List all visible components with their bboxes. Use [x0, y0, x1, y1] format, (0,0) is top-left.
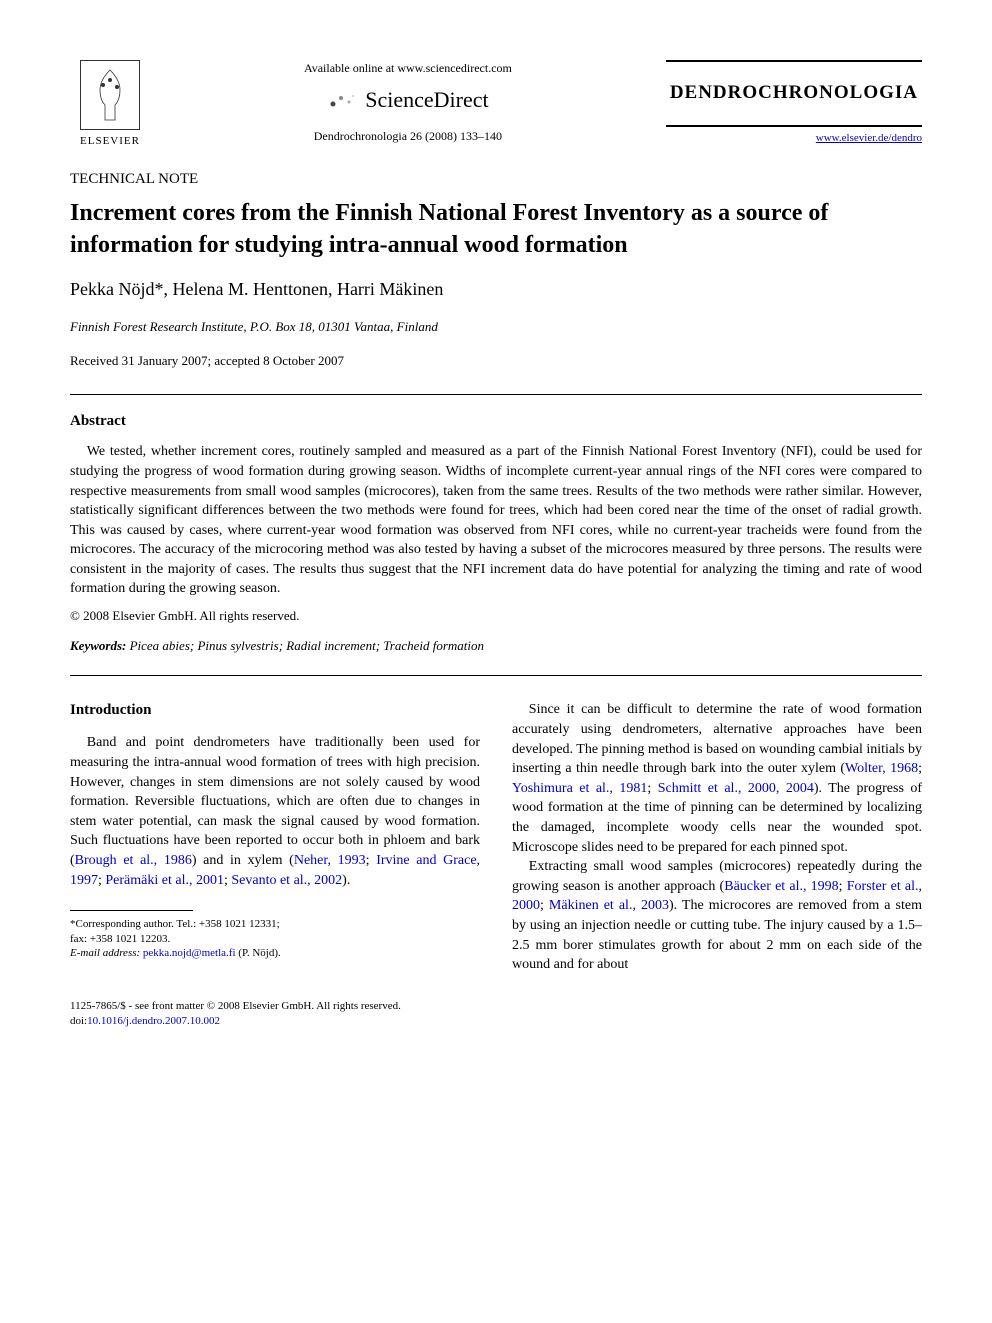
journal-name: DENDROCHRONOLOGIA — [670, 80, 918, 107]
elsevier-tree-icon — [80, 60, 140, 130]
article-title: Increment cores from the Finnish Nationa… — [70, 198, 922, 260]
text-fragment: ; — [540, 898, 549, 913]
citation-link[interactable]: Bäucker et al., 1998 — [724, 879, 838, 894]
text-fragment: ). — [342, 873, 350, 888]
abstract-copyright: © 2008 Elsevier GmbH. All rights reserve… — [70, 607, 922, 625]
footnote-divider — [70, 910, 193, 911]
page-footer: 1125-7865/$ - see front matter © 2008 El… — [70, 999, 922, 1030]
email-link[interactable]: pekka.nojd@metla.fi — [143, 947, 236, 959]
citation-link[interactable]: Sevanto et al., 2002 — [231, 873, 342, 888]
authors: Pekka Nöjd*, Helena M. Henttonen, Harri … — [70, 277, 922, 302]
introduction-heading: Introduction — [70, 700, 480, 721]
sciencedirect-logo: ScienceDirect — [170, 85, 646, 116]
citation-link[interactable]: Schmitt et al., 2000, 2004 — [658, 781, 814, 796]
article-dates: Received 31 January 2007; accepted 8 Oct… — [70, 352, 922, 370]
issn-copyright: 1125-7865/$ - see front matter © 2008 El… — [70, 999, 922, 1014]
text-fragment: ; — [366, 853, 377, 868]
keywords-text: Picea abies; Pinus sylvestris; Radial in… — [126, 638, 484, 653]
email-label: E-mail address: — [70, 947, 143, 959]
text-fragment: ; — [647, 781, 657, 796]
article-type: TECHNICAL NOTE — [70, 169, 922, 190]
publisher-logo: ELSEVIER — [70, 60, 150, 149]
journal-reference: Dendrochronologia 26 (2008) 133–140 — [170, 128, 646, 145]
right-column: Since it can be difficult to determine t… — [512, 700, 922, 974]
abstract-text: We tested, whether increment cores, rout… — [70, 442, 922, 599]
abstract-heading: Abstract — [70, 411, 922, 432]
divider-top — [70, 394, 922, 395]
journal-box-wrapper: DENDROCHRONOLOGIA www.elsevier.de/dendro — [666, 60, 922, 146]
publisher-name: ELSEVIER — [80, 134, 140, 149]
keywords: Keywords: Picea abies; Pinus sylvestris;… — [70, 637, 922, 655]
corresponding-author-footnote: *Corresponding author. Tel.: +358 1021 1… — [70, 917, 480, 960]
text-fragment: ; — [839, 879, 847, 894]
keywords-label: Keywords: — [70, 638, 126, 653]
text-fragment: Band and point dendrometers have traditi… — [70, 735, 480, 868]
corr-author-tel: *Corresponding author. Tel.: +358 1021 1… — [70, 917, 480, 931]
intro-paragraph-2: Since it can be difficult to determine t… — [512, 700, 922, 857]
sciencedirect-icon — [327, 90, 357, 110]
corr-author-fax: fax: +358 1021 12203. — [70, 932, 480, 946]
sciencedirect-text: ScienceDirect — [365, 85, 488, 116]
citation-link[interactable]: Perämäki et al., 2001 — [105, 873, 224, 888]
text-fragment: ) and in xylem ( — [192, 853, 294, 868]
intro-paragraph-3: Extracting small wood samples (microcore… — [512, 857, 922, 975]
doi-line: doi:10.1016/j.dendro.2007.10.002 — [70, 1014, 922, 1029]
online-availability: Available online at www.sciencedirect.co… — [170, 60, 646, 77]
citation-link[interactable]: Yoshimura et al., 1981 — [512, 781, 647, 796]
citation-link[interactable]: Neher, 1993 — [294, 853, 366, 868]
doi-label: doi: — [70, 1015, 87, 1027]
citation-link[interactable]: Mäkinen et al., 2003 — [549, 898, 669, 913]
email-suffix: (P. Nöjd). — [236, 947, 281, 959]
divider-bottom — [70, 675, 922, 676]
citation-link[interactable]: Brough et al., 1986 — [75, 853, 192, 868]
center-header: Available online at www.sciencedirect.co… — [150, 60, 666, 144]
text-fragment: ; — [918, 761, 922, 776]
intro-paragraph-1: Band and point dendrometers have traditi… — [70, 733, 480, 890]
left-column: Introduction Band and point dendrometers… — [70, 700, 480, 974]
affiliation: Finnish Forest Research Institute, P.O. … — [70, 318, 922, 336]
two-column-body: Introduction Band and point dendrometers… — [70, 700, 922, 974]
journal-box: DENDROCHRONOLOGIA — [666, 60, 922, 127]
corr-author-email: E-mail address: pekka.nojd@metla.fi (P. … — [70, 946, 480, 960]
citation-link[interactable]: Wolter, 1968 — [845, 761, 918, 776]
journal-url-link[interactable]: www.elsevier.de/dendro — [666, 131, 922, 146]
doi-link[interactable]: 10.1016/j.dendro.2007.10.002 — [87, 1015, 220, 1027]
header-row: ELSEVIER Available online at www.science… — [70, 60, 922, 149]
